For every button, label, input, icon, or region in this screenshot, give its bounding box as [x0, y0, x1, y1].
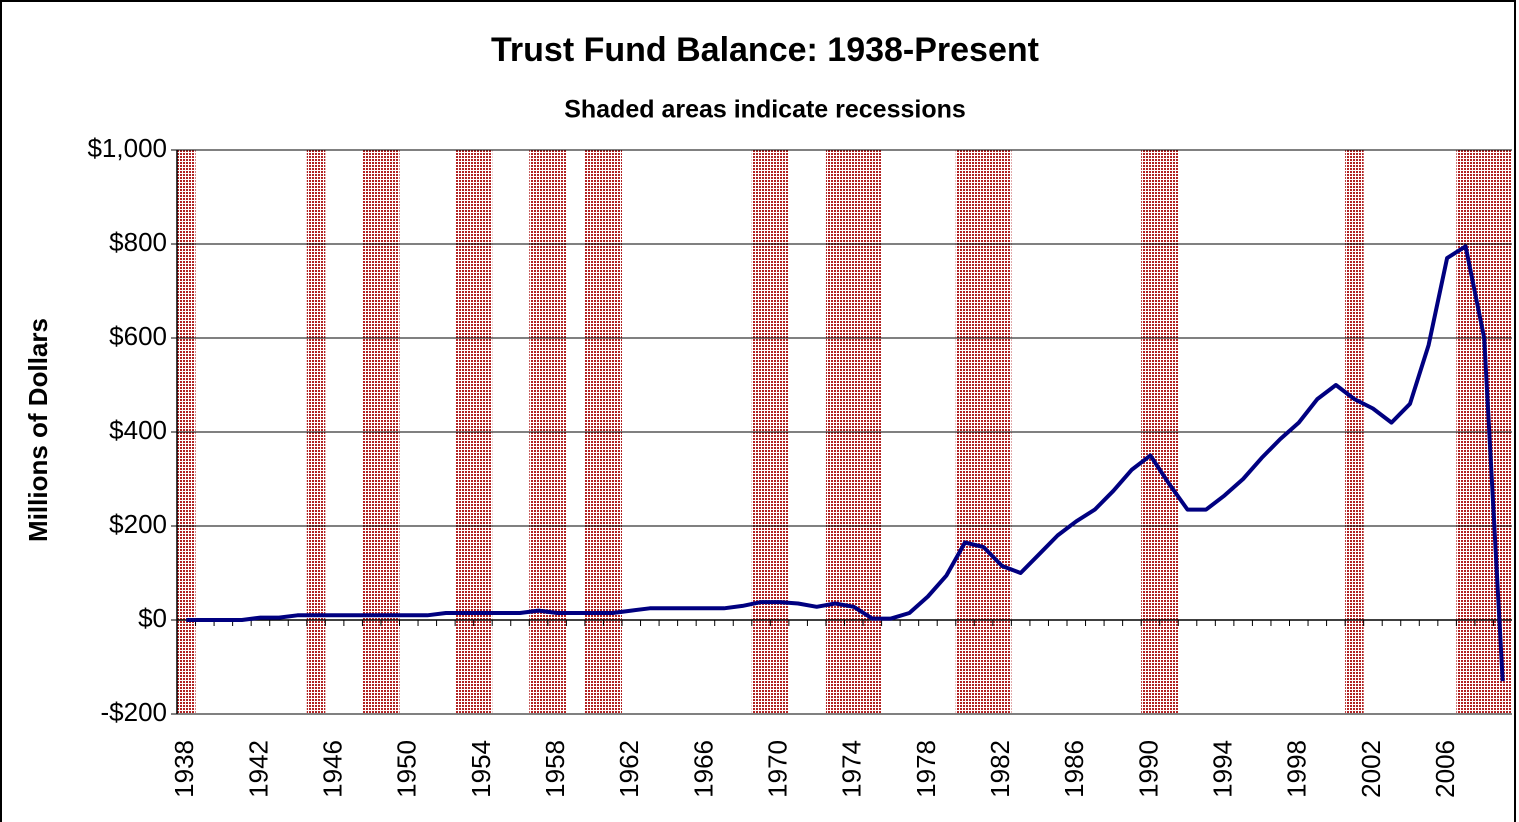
x-tick-label: 1982 [985, 740, 1015, 798]
x-tick-label: 1942 [243, 740, 273, 798]
x-tick-label: 1970 [762, 740, 792, 798]
x-tick-label: 1950 [392, 740, 422, 798]
chart-subtitle: Shaded areas indicate recessions [564, 96, 966, 124]
x-tick-label: 1994 [1207, 740, 1237, 798]
x-tick-label: 2006 [1430, 740, 1460, 798]
x-tick-label: 1938 [169, 740, 199, 798]
x-tick-label: 1978 [911, 740, 941, 798]
x-tick-label: 1966 [688, 740, 718, 798]
x-tick-label: 1954 [466, 740, 496, 798]
x-tick-label: 1946 [317, 740, 347, 798]
x-tick-label: 1974 [837, 740, 867, 798]
y-axis-label: Millions of Dollars [23, 318, 53, 542]
y-tick-label: $800 [109, 227, 167, 257]
x-tick-label: 1998 [1282, 740, 1312, 798]
x-tick-label: 1986 [1059, 740, 1089, 798]
x-tick-label: 2002 [1356, 740, 1386, 798]
x-tick-label: 1958 [540, 740, 570, 798]
y-tick-label: -$200 [101, 697, 168, 727]
chart-title: Trust Fund Balance: 1938-Present [491, 31, 1039, 69]
x-tick-label: 1990 [1133, 740, 1163, 798]
x-tick-label: 1962 [614, 740, 644, 798]
y-tick-label: $400 [109, 415, 167, 445]
y-tick-label: $1,000 [87, 133, 167, 163]
y-tick-label: $600 [109, 321, 167, 351]
y-tick-label: $0 [138, 603, 167, 633]
data-line [186, 244, 1505, 682]
y-tick-label: $200 [109, 509, 167, 539]
